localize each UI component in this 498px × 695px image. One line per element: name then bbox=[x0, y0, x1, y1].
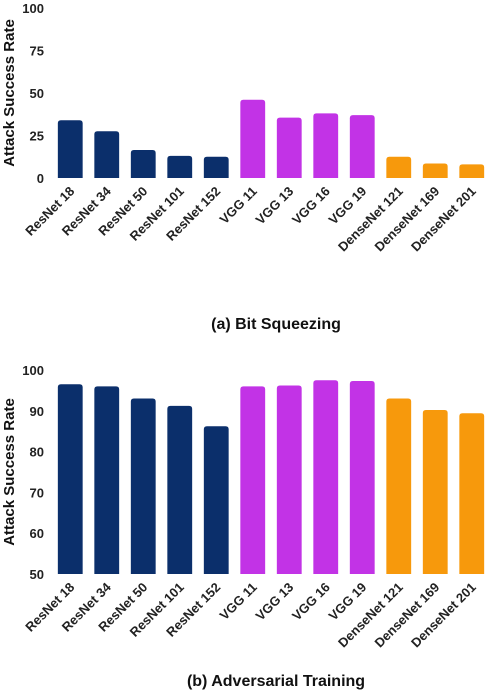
bit-squeezing-y-tick-label: 75 bbox=[30, 44, 44, 59]
bit-squeezing-caption: (a) Bit Squeezing bbox=[211, 316, 341, 333]
adversarial-training-bar-densenet-201 bbox=[459, 413, 485, 574]
bit-squeezing-x-tick-label: VGG 13 bbox=[253, 184, 297, 228]
adversarial-training-y-tick-label: 60 bbox=[30, 526, 44, 541]
bit-squeezing-y-tick-label: 0 bbox=[37, 171, 44, 186]
bit-squeezing-y-axis-label: Attack Success Rate bbox=[1, 19, 18, 167]
bit-squeezing-x-tick-label: DenseNet 201 bbox=[408, 184, 479, 255]
adversarial-training-bar-resnet-34 bbox=[94, 386, 120, 574]
bit-squeezing-bar-vgg-11 bbox=[240, 99, 266, 178]
adversarial-training-bar-densenet-169 bbox=[422, 409, 448, 574]
bit-squeezing-bar-densenet-169 bbox=[422, 163, 448, 178]
adversarial-training-bar-densenet-121 bbox=[386, 398, 412, 574]
bit-squeezing-y-tick-label: 25 bbox=[30, 129, 44, 144]
adversarial-training-x-tick-label: VGG 13 bbox=[253, 580, 297, 624]
adversarial-training-y-tick-label: 80 bbox=[30, 445, 44, 460]
adversarial-training-caption: (b) Adversarial Training bbox=[187, 673, 365, 690]
bit-squeezing-bar-vgg-19 bbox=[349, 115, 375, 178]
adversarial-training-bar-vgg-19 bbox=[349, 381, 375, 574]
adversarial-training-bar-resnet-152 bbox=[203, 426, 229, 574]
adversarial-training-y-tick-label: 100 bbox=[22, 363, 44, 378]
adversarial-training-bar-vgg-16 bbox=[313, 380, 339, 574]
adversarial-training-bar-vgg-13 bbox=[276, 385, 302, 574]
adversarial-training-bar-resnet-50 bbox=[130, 398, 156, 574]
bit-squeezing-bar-resnet-34 bbox=[94, 131, 120, 178]
bit-squeezing-y-tick-label: 50 bbox=[30, 86, 44, 101]
bit-squeezing-bar-vgg-16 bbox=[313, 113, 339, 178]
adversarial-training-y-tick-label: 70 bbox=[30, 485, 44, 500]
bit-squeezing-bar-resnet-18 bbox=[57, 120, 83, 178]
adversarial-training-y-tick-label: 50 bbox=[30, 567, 44, 582]
bit-squeezing-bar-resnet-50 bbox=[130, 149, 156, 178]
adversarial-training-bar-vgg-11 bbox=[240, 386, 266, 574]
bit-squeezing-x-tick-label: VGG 11 bbox=[217, 184, 260, 227]
bit-squeezing-bar-vgg-13 bbox=[276, 117, 302, 178]
adversarial-training-y-axis-label: Attack Success Rate bbox=[1, 398, 18, 546]
adversarial-training-x-tick-label: VGG 11 bbox=[217, 580, 260, 623]
chart-panel-adversarial-training: 50 60 70 80 90 100 Attack Success Rate ResNet 1… bbox=[0, 348, 498, 695]
bit-squeezing-bar-densenet-201 bbox=[459, 164, 485, 178]
bit-squeezing-bar-densenet-121 bbox=[386, 156, 412, 178]
adversarial-training-y-tick-label: 90 bbox=[30, 404, 44, 419]
adversarial-training-bar-resnet-101 bbox=[167, 405, 193, 574]
chart-panel-bit-squeezing: 0 25 50 75 100 Attack Success Rate ResNet 18 Re… bbox=[0, 0, 498, 340]
bit-squeezing-x-tick-label: VGG 16 bbox=[289, 184, 333, 228]
adversarial-training-bar-resnet-18 bbox=[57, 384, 83, 574]
bit-squeezing-bar-resnet-101 bbox=[167, 155, 193, 178]
adversarial-training-x-tick-label: VGG 16 bbox=[289, 580, 333, 624]
bit-squeezing-y-tick-label: 100 bbox=[22, 1, 44, 16]
bit-squeezing-bar-resnet-152 bbox=[203, 156, 229, 178]
adversarial-training-x-tick-label: DenseNet 201 bbox=[408, 580, 479, 651]
